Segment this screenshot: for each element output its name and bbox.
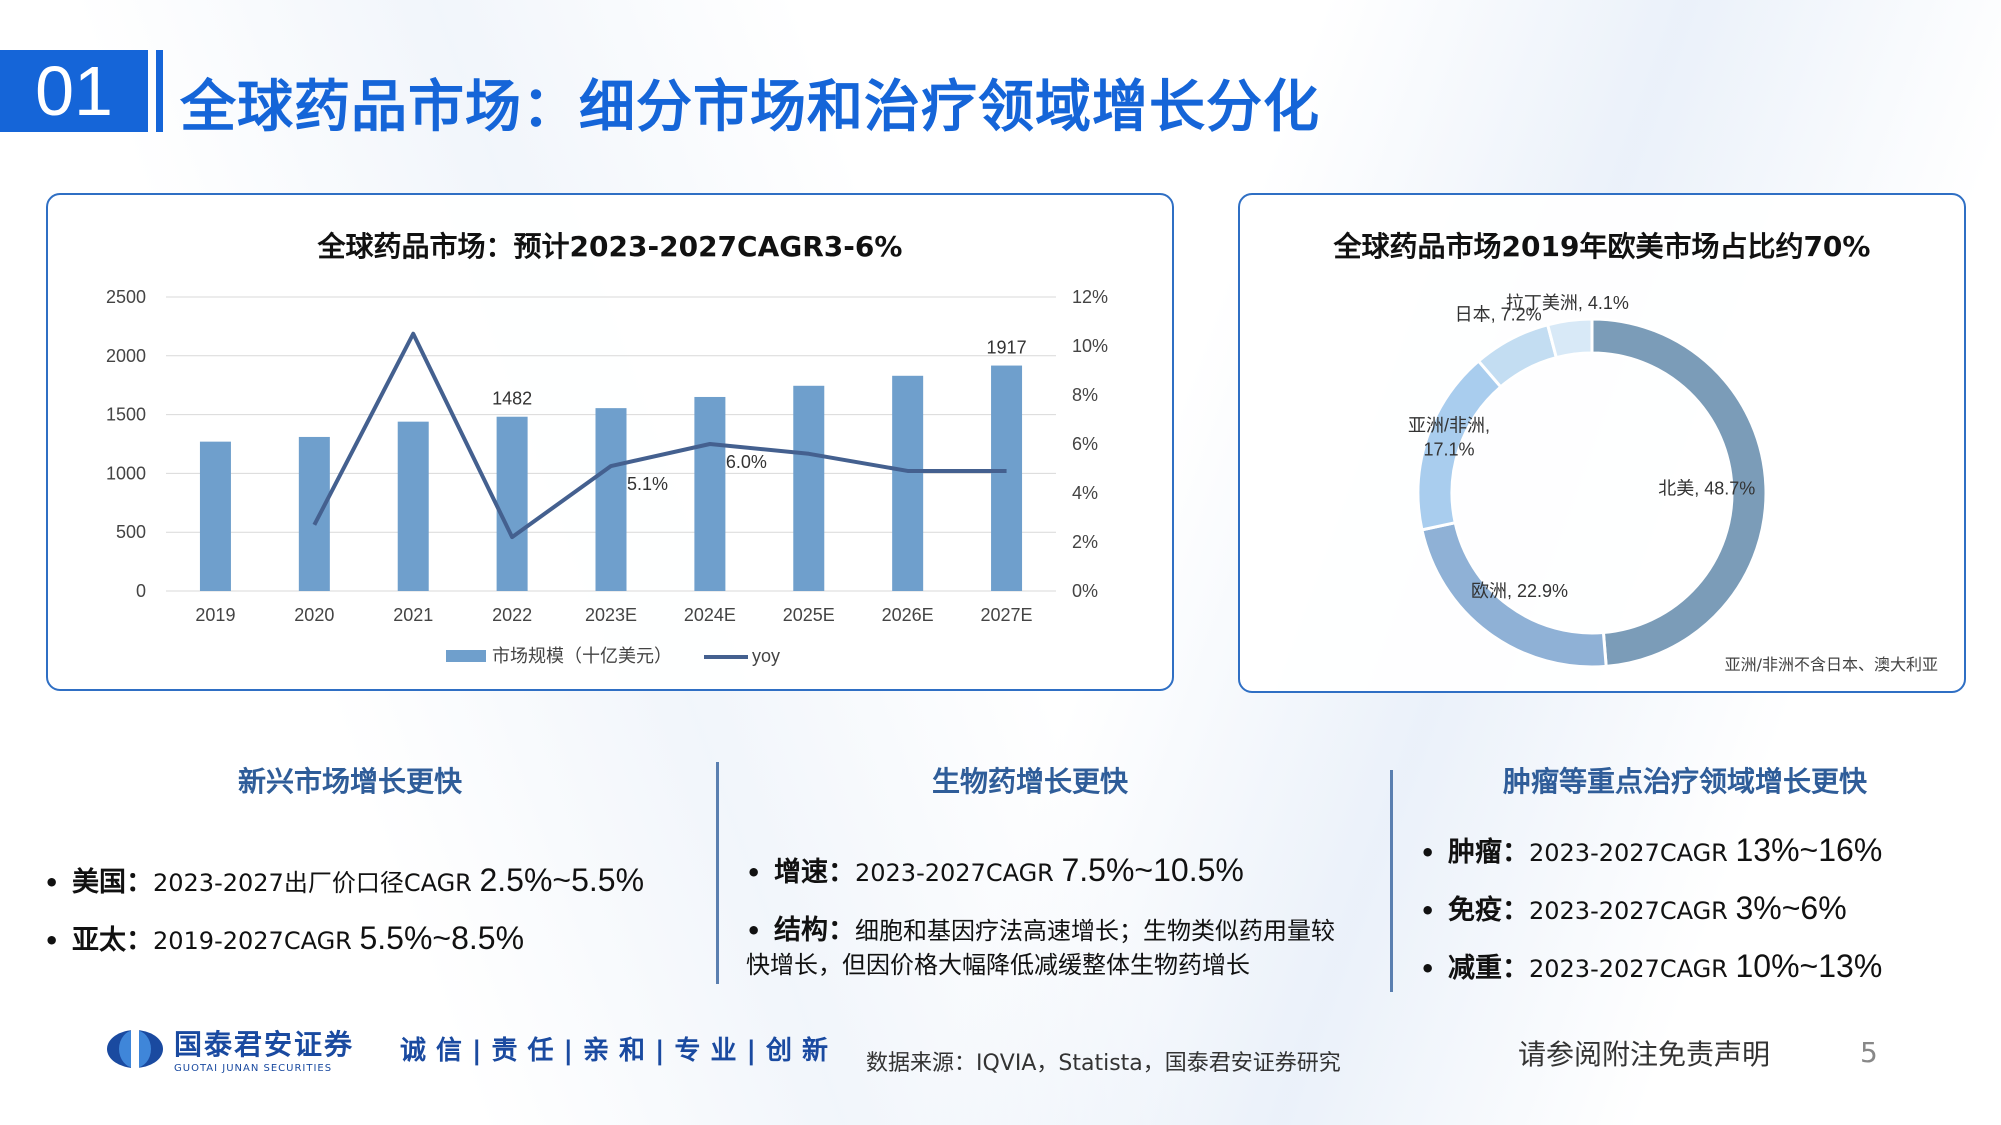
bullet-item: • 增速：2023-2027CAGR 7.5%~10.5% bbox=[746, 852, 1244, 888]
donut-slice bbox=[1545, 317, 1594, 360]
bar bbox=[397, 421, 429, 591]
chart-title: 全球药品市场2019年欧美市场占比约70% bbox=[1333, 230, 1871, 263]
bar bbox=[991, 365, 1023, 591]
bar bbox=[595, 408, 627, 591]
chart-note: 亚洲/非洲不含日本、澳大利亚 bbox=[1724, 655, 1938, 674]
x-tick-label: 2020 bbox=[294, 605, 334, 625]
y-tick-label-right: 6% bbox=[1072, 434, 1098, 454]
y-tick-label-right: 2% bbox=[1072, 532, 1098, 552]
slice-label: 拉丁美洲, 4.1% bbox=[1506, 293, 1629, 313]
market-size-chart-panel: 全球药品市场：预计2023-2027CAGR3-6% 0 500 1000 1500 2… bbox=[46, 193, 1174, 691]
bar bbox=[298, 436, 330, 591]
y-tick-label-left: 1000 bbox=[106, 463, 146, 483]
column-divider bbox=[716, 762, 719, 984]
y-tick-label-left: 2000 bbox=[106, 346, 146, 366]
bullet-item: • 肿瘤：2023-2027CAGR 13%~16% bbox=[1420, 832, 1883, 868]
donut-slice bbox=[1590, 317, 1768, 669]
x-tick-label: 2021 bbox=[393, 605, 433, 625]
market-size-chart: 0 500 1000 1500 2000 2500 0% 2% 4% 6% 8% 10% 12% 2019… bbox=[106, 287, 1108, 666]
region-share-chart-panel: 全球药品市场2019年欧美市场占比约70% 北美, 48.7% 欧洲, 22.9%… bbox=[1238, 193, 1966, 693]
page-title: 全球药品市场：细分市场和治疗领域增长分化 bbox=[180, 75, 1320, 140]
page-number: 5 bbox=[1860, 1036, 1878, 1069]
slice-label: 日本, 7.2% bbox=[1455, 304, 1542, 324]
x-tick-label: 2024E bbox=[684, 605, 736, 625]
bar-data-label: 1917 bbox=[987, 338, 1027, 358]
logo-mark-icon bbox=[106, 1029, 164, 1069]
column-heading-therapy: 肿瘤等重点治疗领域增长更快 bbox=[1502, 765, 1867, 798]
y-tick-label-left: 2500 bbox=[106, 287, 146, 307]
bar bbox=[793, 385, 825, 591]
chart-title: 全球药品市场：预计2023-2027CAGR3-6% bbox=[317, 230, 903, 263]
section-divider bbox=[156, 50, 163, 132]
y-tick-label-right: 8% bbox=[1072, 385, 1098, 405]
x-tick-label: 2026E bbox=[882, 605, 934, 625]
legend-label: yoy bbox=[752, 646, 780, 666]
slice-label: 亚洲/非洲, bbox=[1408, 416, 1490, 436]
legend-label: 市场规模（十亿美元） bbox=[492, 646, 672, 666]
y-tick-label-left: 500 bbox=[116, 522, 146, 542]
column-divider bbox=[1390, 770, 1393, 992]
slice-label: 欧洲, 22.9% bbox=[1471, 581, 1568, 601]
y-tick-label-right: 0% bbox=[1072, 581, 1098, 601]
bullet-item: • 免疫：2023-2027CAGR 3%~6% bbox=[1420, 890, 1847, 926]
bullet-item: • 亚太：2019-2027CAGR 5.5%~8.5% bbox=[44, 920, 525, 956]
x-tick-label: 2022 bbox=[492, 605, 532, 625]
logo-name-en: GUOTAI JUNAN SECURITIES bbox=[174, 1063, 333, 1074]
x-tick-label: 2027E bbox=[981, 605, 1033, 625]
bullet-item: • 结构：细胞和基因疗法高速增长；生物类似药用量较快增长，但因价格大幅降低减缓整体… bbox=[746, 915, 1335, 979]
bar bbox=[199, 441, 231, 591]
bar-data-label: 1482 bbox=[492, 389, 532, 409]
logo-name-cn: 国泰君安证券 bbox=[174, 1028, 355, 1061]
column-heading-biologics: 生物药增长更快 bbox=[931, 765, 1128, 798]
bullet-item: • 美国：2023-2027出厂价口径CAGR 2.5%~5.5% bbox=[44, 862, 645, 898]
y-tick-label-right: 4% bbox=[1072, 483, 1098, 503]
legend-swatch-bar bbox=[446, 650, 486, 662]
bar bbox=[496, 416, 528, 591]
bar bbox=[892, 375, 924, 591]
bullet-item: • 减重：2023-2027CAGR 10%~13% bbox=[1420, 948, 1883, 984]
x-tick-label: 2025E bbox=[783, 605, 835, 625]
slice-label: 17.1% bbox=[1424, 440, 1475, 460]
yoy-line bbox=[312, 331, 1007, 540]
slice-label: 北美, 48.7% bbox=[1658, 478, 1755, 498]
y-tick-label-right: 10% bbox=[1072, 336, 1108, 356]
line-data-label: 5.1% bbox=[627, 474, 668, 494]
company-slogan: 诚信|责任|亲和|专业|创新 bbox=[400, 1036, 838, 1066]
column-heading-emerging: 新兴市场增长更快 bbox=[237, 765, 462, 798]
company-logo: 国泰君安证券 GUOTAI JUNAN SECURITIES bbox=[106, 1023, 354, 1074]
line-data-label: 6.0% bbox=[726, 452, 767, 472]
y-tick-label-left: 1500 bbox=[106, 405, 146, 425]
x-tick-label: 2019 bbox=[195, 605, 235, 625]
disclaimer-link[interactable]: 请参阅附注免责声明 bbox=[1518, 1038, 1771, 1071]
x-tick-label: 2023E bbox=[585, 605, 637, 625]
region-share-donut: 北美, 48.7% 欧洲, 22.9% 亚洲/非洲, 17.1% 日本, 7.2%拉丁美… bbox=[1408, 293, 1768, 669]
y-tick-label-right: 12% bbox=[1072, 287, 1108, 307]
section-number: 01 bbox=[0, 50, 148, 132]
bar bbox=[694, 396, 726, 591]
data-source: 数据来源：IQVIA，Statista，国泰君安证券研究 bbox=[866, 1051, 1341, 1076]
y-tick-label-left: 0 bbox=[136, 581, 146, 601]
